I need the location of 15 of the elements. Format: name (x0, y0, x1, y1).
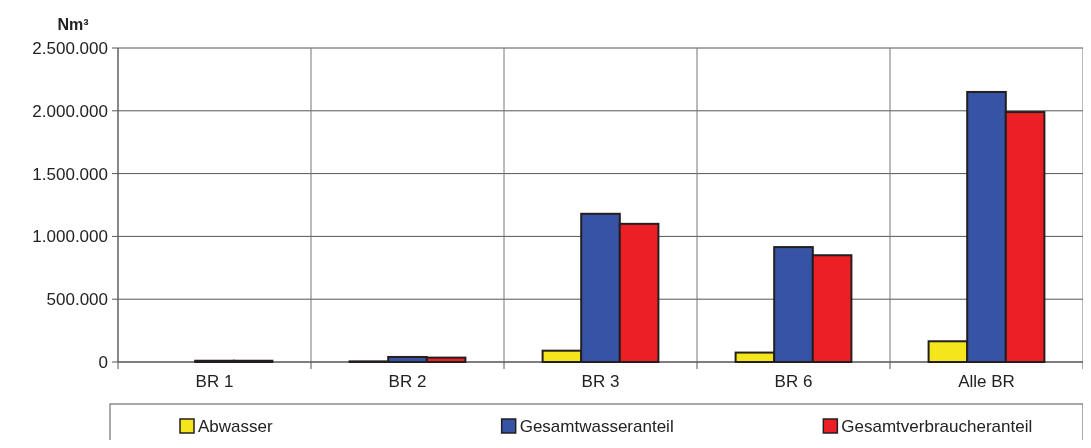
x-tick-label: BR 6 (774, 372, 813, 391)
legend-label: Gesamtverbraucheranteil (841, 417, 1033, 436)
y-axis-title: Nm³ (57, 16, 89, 33)
x-tick-label: BR 2 (388, 372, 427, 391)
x-tick-label: Alle BR (958, 372, 1015, 391)
y-tick-label: 2.000.000 (32, 101, 108, 121)
legend-label: Gesamtwasseranteil (519, 417, 674, 436)
x-tick-label: BR 3 (581, 372, 620, 391)
y-tick-label: 500.000 (46, 290, 108, 310)
x-tick-label: BR 1 (195, 372, 234, 391)
y-tick-label: 1.000.000 (32, 227, 108, 247)
legend-label: Abwasser (198, 417, 273, 436)
y-tick-label: 2.500.000 (32, 38, 108, 58)
y-tick-label: 1.500.000 (32, 164, 108, 184)
y-tick-label: 0 (98, 352, 108, 372)
